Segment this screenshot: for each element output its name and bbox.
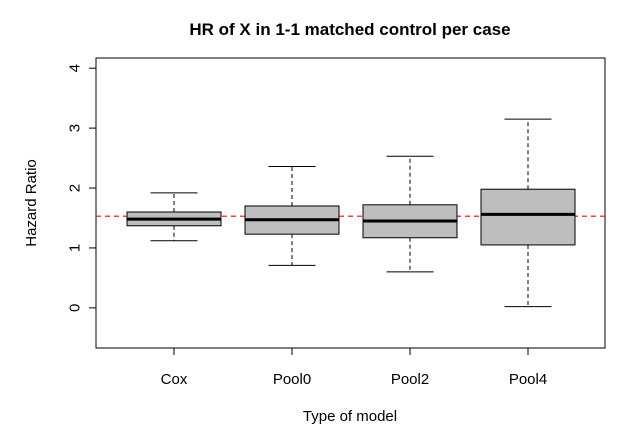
x-axis: Cox Pool0 Pool2 Pool4 [161,347,547,388]
y-tick-label: 1 [67,244,84,252]
y-axis: 0 1 2 3 4 [67,64,97,312]
x-axis-label: Type of model [303,408,397,425]
chart-title: HR of X in 1-1 matched control per case [189,20,510,39]
box-pool2 [362,155,458,273]
box-pool4 [480,118,576,308]
iqr-box [480,188,576,246]
x-tick-label-cox: Cox [161,371,188,388]
box-layer [126,118,576,308]
x-tick-label-pool2: Pool2 [391,371,429,388]
y-tick-label: 0 [67,304,84,312]
x-tick-label-pool0: Pool0 [273,371,311,388]
y-tick-label: 4 [67,64,84,72]
y-tick-label: 2 [67,184,84,192]
box-cox [126,192,222,242]
y-tick-label: 3 [67,124,84,132]
y-axis-label: Hazard Ratio [23,159,40,247]
box-pool0 [244,165,340,266]
x-tick-label-pool4: Pool4 [509,371,547,388]
